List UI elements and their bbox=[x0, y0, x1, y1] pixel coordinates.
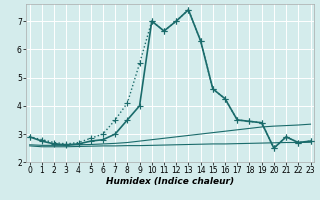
X-axis label: Humidex (Indice chaleur): Humidex (Indice chaleur) bbox=[106, 177, 234, 186]
